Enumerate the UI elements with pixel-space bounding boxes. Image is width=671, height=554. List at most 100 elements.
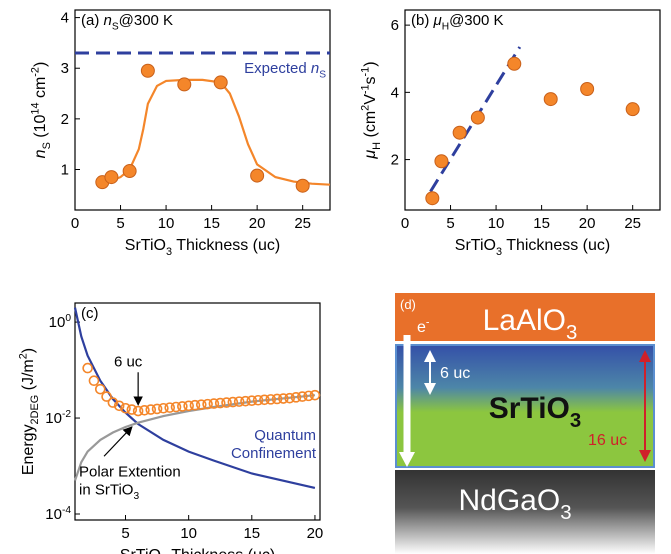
- text-segment: -1: [360, 84, 372, 94]
- long-depth-label: 16 uc: [588, 432, 627, 449]
- y-tick-label: 2: [61, 111, 69, 128]
- chart-title: (c): [81, 305, 99, 322]
- x-tick-label: 0: [401, 215, 409, 232]
- annotation: 6 uc: [114, 353, 143, 370]
- text-segment: S: [41, 142, 53, 149]
- text-segment: H: [371, 142, 383, 150]
- text-segment: Confinement: [231, 445, 317, 462]
- y-tick-label: 6: [391, 17, 399, 34]
- panel-label: (d): [400, 297, 416, 312]
- text-segment: Quantum: [254, 427, 316, 444]
- data-point: [123, 165, 136, 178]
- text-segment: (cm: [362, 111, 379, 142]
- text-segment: NdGaO: [458, 484, 560, 517]
- text-segment: Thickness (uc): [502, 237, 610, 254]
- y-axis-label: μH (cm2V-1s-1): [360, 61, 383, 159]
- annotation: Expected nS: [244, 60, 326, 81]
- text-segment: n: [32, 149, 49, 158]
- text-segment: 0: [65, 313, 71, 324]
- y-tick-label: 4: [61, 10, 69, 27]
- text-segment: -2: [30, 67, 42, 77]
- text-segment: SrTiO: [455, 237, 496, 254]
- annotation: Confinement: [231, 445, 317, 462]
- text-segment: -1: [360, 67, 372, 77]
- plot-frame: [405, 10, 660, 210]
- x-tick-label: 20: [579, 215, 596, 232]
- x-tick-label: 5: [446, 215, 454, 232]
- text-segment: n: [104, 12, 112, 29]
- text-segment: μ: [362, 150, 379, 160]
- data-point: [89, 376, 98, 385]
- data-point: [214, 76, 227, 89]
- text-segment: in SrTiO: [79, 482, 133, 499]
- data-point: [508, 57, 521, 70]
- x-tick-label: 10: [488, 215, 505, 232]
- text-segment: s: [362, 76, 379, 84]
- text-segment: e: [417, 319, 426, 336]
- x-axis-label: SrTiO3 Thickness (uc): [120, 547, 275, 554]
- text-segment: (10: [32, 114, 49, 142]
- text-segment: -: [426, 317, 430, 329]
- data-point: [544, 93, 557, 106]
- data-point: [435, 155, 448, 168]
- text-segment: ): [20, 348, 37, 353]
- text-segment: Expected: [244, 60, 311, 77]
- text-segment: 3: [560, 502, 571, 524]
- text-segment: 10: [45, 410, 62, 427]
- x-tick-label: 20: [307, 525, 324, 542]
- data-point: [96, 385, 105, 394]
- x-tick-label: 10: [158, 215, 175, 232]
- data-point: [178, 78, 191, 91]
- text-segment: H: [442, 22, 449, 33]
- text-segment: 3: [133, 491, 139, 502]
- text-segment: @300 K: [449, 12, 503, 29]
- data-point: [296, 179, 309, 192]
- text-segment: -4: [62, 505, 71, 516]
- text-segment: 10: [45, 506, 62, 523]
- x-tick-label: 0: [71, 215, 79, 232]
- text-segment: 10: [49, 314, 66, 331]
- text-segment: SrTiO: [489, 392, 570, 425]
- chart-title: (a) nS@300 K: [81, 12, 173, 33]
- text-segment: Polar Extention: [79, 464, 181, 481]
- x-tick-label: 20: [249, 215, 266, 232]
- data-point: [83, 364, 92, 373]
- x-tick-label: 25: [624, 215, 641, 232]
- figure: 05101520251234SrTiO3 Thickness (uc)nS (1…: [0, 0, 671, 554]
- data-point: [471, 111, 484, 124]
- y-tick-label: 1: [61, 161, 69, 178]
- text-segment: (c): [81, 305, 99, 322]
- text-segment: SrTiO: [125, 237, 166, 254]
- y-tick-label: 10-2: [45, 409, 71, 427]
- text-segment: μ: [433, 12, 442, 29]
- annotation: in SrTiO3: [79, 482, 139, 503]
- x-tick-label: 15: [203, 215, 220, 232]
- text-segment: (J/m: [20, 359, 37, 395]
- x-tick-label: 15: [243, 525, 260, 542]
- x-tick-label: 10: [180, 525, 197, 542]
- text-segment: Thickness (uc): [167, 547, 275, 554]
- text-segment: (b): [411, 12, 434, 29]
- text-segment: S: [319, 70, 326, 81]
- annotation: Polar Extention: [79, 464, 181, 481]
- data-point: [626, 103, 639, 116]
- data-point: [141, 64, 154, 77]
- y-axis-label: nS (1014 cm-2): [30, 62, 53, 159]
- y-tick-label: 100: [49, 313, 72, 331]
- text-segment: 6 uc: [114, 353, 143, 370]
- chart-title: (b) μH@300 K: [411, 12, 504, 33]
- x-tick-label: 25: [294, 215, 311, 232]
- y-tick-label: 4: [391, 84, 399, 101]
- data-point: [426, 192, 439, 205]
- short-depth-label: 6 uc: [440, 365, 470, 382]
- text-segment: -2: [62, 409, 71, 420]
- text-segment: SrTiO: [120, 547, 161, 554]
- text-segment: cm: [32, 77, 49, 103]
- text-segment: 14: [30, 102, 42, 114]
- text-segment: (a): [81, 12, 104, 29]
- x-tick-label: 15: [533, 215, 550, 232]
- y-tick-label: 10-4: [45, 505, 71, 523]
- text-segment: 2DEG: [29, 395, 41, 425]
- y-tick-label: 2: [391, 152, 399, 169]
- data-point: [127, 405, 136, 414]
